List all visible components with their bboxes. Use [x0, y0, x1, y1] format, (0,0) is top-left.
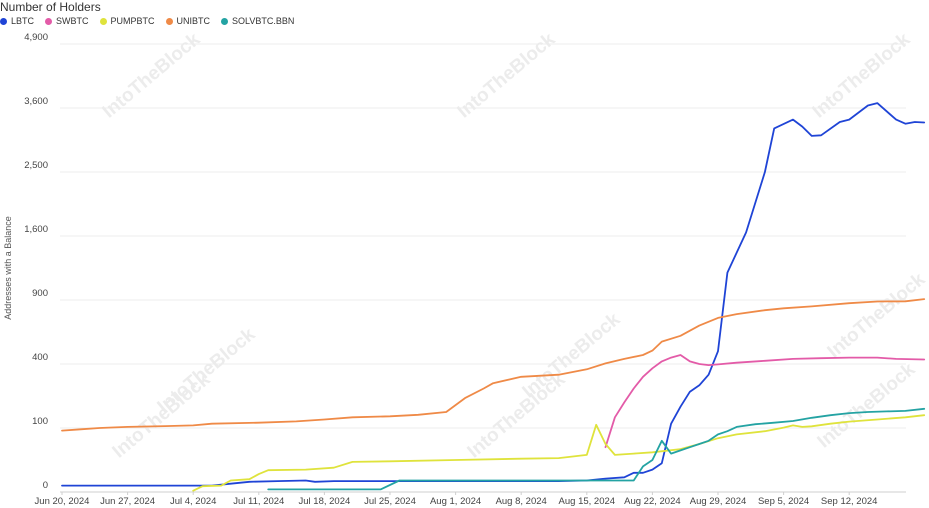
y-tick-label: 100 [32, 416, 48, 427]
gridlines [60, 43, 906, 493]
y-tick-label: 1,600 [24, 224, 48, 235]
series-line-pumpbtc[interactable] [192, 414, 926, 492]
series-line-lbtc[interactable] [61, 102, 926, 487]
x-tick-label: Jul 18, 2024 [299, 496, 351, 507]
x-tick-label: Jun 20, 2024 [35, 496, 90, 507]
watermark-text: IntoTheBlock [154, 324, 260, 418]
legend: LBTC SWBTC PUMPBTC UNIBTC SOLVBTC.BBN [0, 16, 294, 26]
legend-label-solvbtc-bbn: SOLVBTC.BBN [232, 16, 295, 26]
legend-item-swbtc[interactable]: SWBTC [45, 16, 89, 26]
watermark-text: IntoTheBlock [519, 309, 625, 403]
x-axis-ticks: Jun 20, 2024 Jun 27, 2024 Jul 4, 2024 Jul 1… [35, 492, 878, 507]
legend-swatch-unibtc [165, 17, 173, 25]
legend-item-unibtc[interactable]: UNIBTC [165, 16, 211, 26]
x-tick-label: Jun 27, 2024 [100, 496, 155, 507]
legend-label-swbtc: SWBTC [56, 16, 89, 26]
watermark-layer: IntoTheBlock IntoTheBlock IntoTheBlockInto… [99, 29, 929, 463]
watermark-text: IntoTheBlock [814, 359, 920, 453]
x-tick-label: Aug 29, 2024 [690, 496, 747, 507]
legend-label-pumpbtc: PUMPBTC [110, 16, 155, 26]
x-tick-label: Sep 12, 2024 [821, 496, 878, 507]
y-tick-label: 3,600 [24, 96, 48, 107]
watermark-text: IntoTheBlock [824, 269, 929, 363]
x-tick-label: Jul 25, 2024 [364, 496, 416, 507]
legend-item-pumpbtc[interactable]: PUMPBTC [99, 16, 155, 26]
legend-label-lbtc: LBTC [11, 16, 35, 26]
y-tick-label: 4,900 [24, 32, 48, 43]
x-tick-label: Jul 4, 2024 [170, 496, 216, 507]
y-tick-label: 0 [43, 480, 48, 491]
chart-title: Number of Holders [0, 0, 101, 14]
x-tick-label: Aug 22, 2024 [624, 496, 681, 507]
series-line-unibtc[interactable] [61, 298, 926, 432]
legend-item-solvbtc-bbn[interactable]: SOLVBTC.BBN [221, 16, 294, 26]
y-axis-ticks: 0 100 400 900 1,600 2,500 3,600 4,900 [24, 32, 48, 491]
legend-swatch-swbtc [45, 17, 53, 25]
y-tick-label: 2,500 [24, 160, 48, 171]
legend-label-unibtc: UNIBTC [176, 16, 211, 26]
legend-swatch-solvbtc-bbn [221, 17, 229, 25]
legend-item-lbtc[interactable]: LBTC [0, 16, 34, 26]
series-line-swbtc[interactable] [604, 354, 926, 449]
x-tick-label: Aug 8, 2024 [496, 496, 547, 507]
y-tick-label: 900 [32, 288, 48, 299]
legend-swatch-pumpbtc [99, 17, 107, 25]
x-tick-label: Jul 11, 2024 [233, 496, 284, 507]
y-axis-label: Addresses with a Balance [3, 216, 13, 320]
series-lines [61, 102, 926, 492]
y-tick-label: 400 [32, 352, 48, 363]
series-line-solvbtc-bbn[interactable] [267, 407, 926, 491]
x-tick-label: Aug 15, 2024 [559, 496, 616, 507]
x-tick-label: Sep 5, 2024 [758, 496, 809, 507]
x-tick-label: Aug 1, 2024 [430, 496, 481, 507]
legend-swatch-lbtc [0, 17, 7, 25]
